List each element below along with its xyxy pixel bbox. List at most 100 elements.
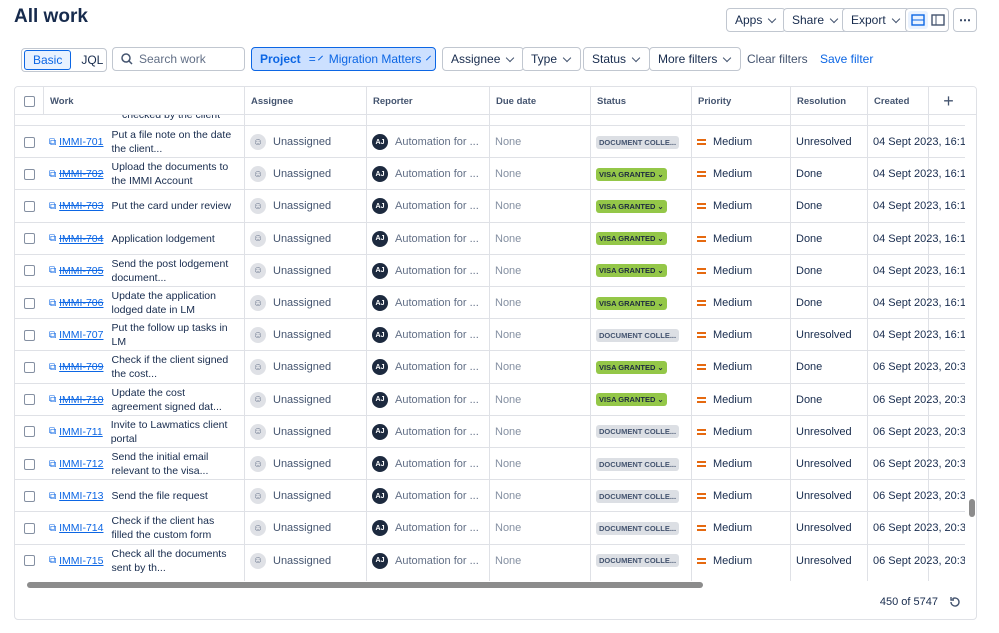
- chevron: [768, 14, 777, 23]
- issue-key[interactable]: IMMI-706: [59, 297, 104, 310]
- issue-key[interactable]: IMMI-714: [59, 522, 104, 535]
- mode-jql[interactable]: JQL: [81, 53, 104, 67]
- reporter: Automation for ...: [395, 458, 479, 471]
- status-lozenge[interactable]: DOCUMENT COLLE...: [596, 328, 680, 342]
- column-divider: [590, 115, 591, 581]
- h-scrollbar[interactable]: [15, 579, 965, 591]
- checkbox[interactable]: [24, 168, 35, 180]
- add-column[interactable]: +: [928, 87, 968, 115]
- checkbox[interactable]: [24, 297, 35, 309]
- status-lozenge[interactable]: VISA GRANTED ⌄: [596, 296, 667, 310]
- mode-basic[interactable]: Basic: [24, 50, 72, 70]
- work-cell: ⧉ IMMI-713 Send the file request: [49, 480, 244, 512]
- status-cell: DOCUMENT COLLE...: [596, 545, 689, 577]
- due-cell: None: [495, 416, 588, 448]
- status-lozenge[interactable]: DOCUMENT COLLE...: [596, 554, 680, 568]
- view-icons: [908, 11, 945, 29]
- issue-key[interactable]: IMMI-709: [59, 361, 104, 374]
- priority-icon: [697, 557, 706, 564]
- checkbox[interactable]: [24, 426, 35, 438]
- checkbox[interactable]: [24, 490, 35, 502]
- clear-filters[interactable]: Clear filters: [747, 52, 808, 66]
- header-button[interactable]: Share: [783, 8, 849, 32]
- issue-key[interactable]: IMMI-704: [59, 232, 104, 245]
- status-lozenge[interactable]: DOCUMENT COLLE...: [596, 135, 680, 149]
- issue-summary: Put the card under review: [111, 200, 232, 213]
- search-box[interactable]: Search work: [112, 47, 245, 71]
- table-row: ⧉ IMMI-712 Send the initial email relevant…: [15, 447, 965, 479]
- status-lozenge[interactable]: VISA GRANTED ⌄: [596, 199, 667, 213]
- filter-dropdown[interactable]: Assignee: [442, 47, 525, 71]
- checkbox[interactable]: [24, 394, 35, 406]
- issue-key[interactable]: IMMI-702: [59, 168, 104, 181]
- issue-summary: Check all the documents sent by th...: [111, 547, 227, 574]
- resolution-cell: Unresolved: [796, 448, 865, 480]
- save-filter[interactable]: Save filter: [820, 52, 874, 66]
- reporter-cell: AJ Automation for ...: [372, 351, 487, 383]
- due-date: None: [495, 136, 522, 149]
- project-filter[interactable]: Project = Migration Matters: [251, 47, 436, 71]
- reporter-cell: AJ Automation for ...: [372, 223, 487, 255]
- issue-key[interactable]: IMMI-707: [59, 329, 104, 342]
- status-lozenge[interactable]: DOCUMENT COLLE...: [596, 425, 680, 439]
- issue-key[interactable]: IMMI-710: [59, 393, 104, 406]
- checkbox[interactable]: [24, 95, 35, 107]
- issue-key[interactable]: IMMI-713: [59, 490, 104, 503]
- mode-toggle: Basic JQL: [21, 48, 107, 72]
- header-button[interactable]: Apps: [726, 8, 787, 32]
- subtask-icon: ⧉: [49, 265, 57, 277]
- checkbox[interactable]: [24, 136, 35, 148]
- issue-summary: Application lodgement: [111, 232, 215, 245]
- reporter-avatar: AJ: [372, 230, 388, 247]
- status-lozenge[interactable]: VISA GRANTED ⌄: [596, 264, 667, 278]
- dropdown-label: More filters: [658, 52, 718, 66]
- view-toggle[interactable]: [905, 8, 949, 32]
- assignee: Unassigned: [273, 458, 332, 471]
- issue-key[interactable]: IMMI-701: [59, 136, 104, 149]
- filter-dropdown[interactable]: Type: [522, 47, 582, 71]
- status-cell: DOCUMENT COLLE...: [596, 512, 689, 544]
- checkbox[interactable]: [24, 329, 35, 341]
- status-lozenge[interactable]: VISA GRANTED ⌄: [596, 232, 667, 246]
- status-lozenge[interactable]: VISA GRANTED ⌄: [596, 167, 667, 181]
- issue-key[interactable]: IMMI-705: [59, 264, 104, 277]
- status-lozenge[interactable]: DOCUMENT COLLE...: [596, 457, 680, 471]
- created: 04 Sept 2023, 16:18: [873, 329, 965, 342]
- table-row: ⧉ IMMI-701 Put a file note on the date the…: [15, 125, 965, 157]
- checkbox[interactable]: [24, 522, 35, 534]
- work-cell: ⧉ IMMI-714 Check if the client has filled …: [49, 512, 244, 544]
- refresh-icon[interactable]: [948, 595, 962, 609]
- issue-key[interactable]: IMMI-703: [59, 200, 104, 213]
- v-scrollbar[interactable]: [967, 87, 976, 581]
- status-cell: DOCUMENT COLLE...: [596, 126, 689, 158]
- issue-key[interactable]: IMMI-711: [59, 425, 103, 438]
- checkbox[interactable]: [24, 361, 35, 373]
- due-cell: None: [495, 158, 588, 190]
- status-lozenge[interactable]: DOCUMENT COLLE...: [596, 489, 680, 503]
- filter-dropdown[interactable]: More filters: [649, 47, 742, 71]
- checkbox[interactable]: [24, 265, 35, 277]
- checkbox[interactable]: [24, 200, 35, 212]
- due-date: None: [495, 200, 522, 213]
- checkbox-cell: [24, 190, 35, 222]
- subtask-icon: ⧉: [49, 426, 57, 438]
- issue-key[interactable]: IMMI-712: [59, 458, 104, 471]
- avatar: ☺: [250, 134, 266, 151]
- chevron: [891, 14, 900, 23]
- table-row: ⧉ IMMI-710 Update the cost agreement signe…: [15, 382, 965, 415]
- checkbox[interactable]: [24, 555, 35, 567]
- issue-summary: Upload the documents to the IMMI Account: [111, 161, 229, 188]
- checkbox[interactable]: [24, 233, 35, 245]
- more-button[interactable]: ⋯: [953, 8, 977, 32]
- status: VISA GRANTED: [599, 234, 656, 244]
- search-placeholder: Search work: [139, 52, 206, 66]
- work-cell: ⧉ IMMI-702 Upload the documents to the IMM…: [49, 158, 244, 190]
- filter-dropdown[interactable]: Status: [583, 47, 651, 71]
- status-lozenge[interactable]: VISA GRANTED ⌄: [596, 360, 667, 374]
- issue-key[interactable]: IMMI-715: [59, 554, 104, 567]
- header-button[interactable]: Export: [842, 8, 910, 32]
- status: VISA GRANTED: [599, 395, 656, 405]
- status-lozenge[interactable]: DOCUMENT COLLE...: [596, 521, 680, 535]
- checkbox[interactable]: [24, 458, 35, 470]
- status-lozenge[interactable]: VISA GRANTED ⌄: [596, 393, 667, 407]
